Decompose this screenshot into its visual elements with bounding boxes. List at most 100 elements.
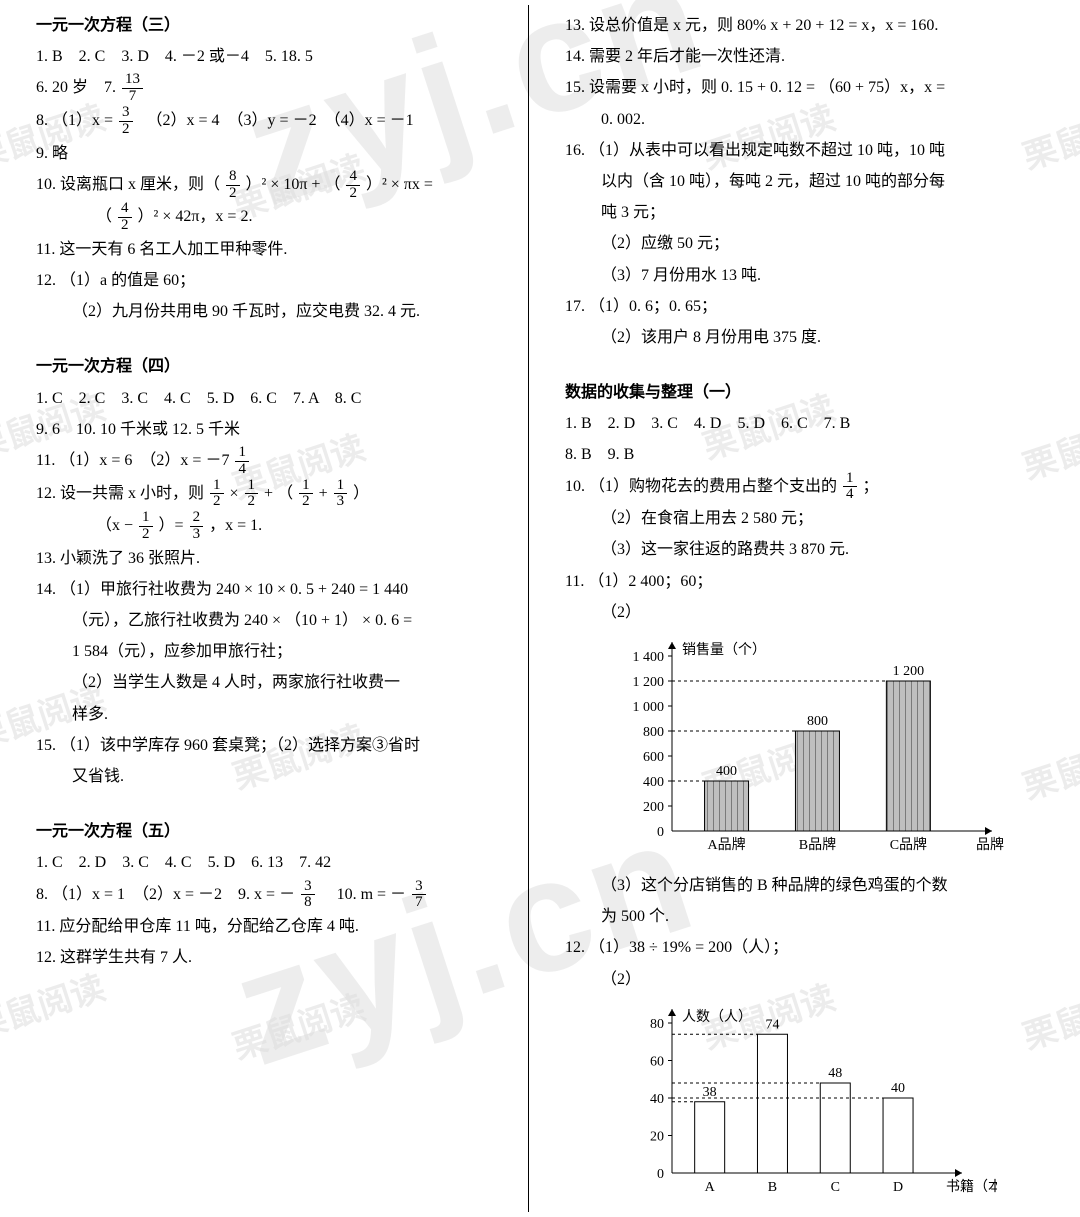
answer-line: 15. 设需要 x 小时，则 0. 15 + 0. 12 = （60 + 75）…	[565, 72, 1047, 103]
text: ，x = 1.	[209, 517, 262, 534]
fraction: 42	[118, 201, 132, 234]
svg-text:0: 0	[657, 1167, 664, 1182]
svg-text:0: 0	[657, 825, 664, 840]
fraction: 14	[235, 445, 249, 478]
svg-text:74: 74	[765, 1017, 779, 1032]
page: 一元一次方程（三） 1. B 2. C 3. D 4. －2 或－4 5. 18…	[0, 0, 1080, 1217]
answer-line: 0. 002.	[565, 104, 1047, 135]
answer-line: 13. 小颖洗了 36 张照片.	[36, 543, 518, 574]
chart-svg: 02004006008001 0001 2001 400销售量（个）品牌400A…	[617, 634, 1017, 859]
fraction: 13	[334, 478, 348, 511]
answer-line: （3）7 月份用水 13 吨.	[565, 260, 1047, 291]
answer-line: 13. 设总价值是 x 元，则 80% x + 20 + 12 = x，x = …	[565, 10, 1047, 41]
answer-line: （x − 12 ）= 23 ，x = 1.	[36, 510, 518, 543]
svg-text:400: 400	[716, 764, 737, 779]
answer-line: 12. 设一共需 x 小时，则 12 × 12 + （ 12 + 13 ）	[36, 478, 518, 511]
text: ）² × πx =	[366, 176, 433, 193]
answer-line: （2）该用户 8 月份用电 375 度.	[565, 322, 1047, 353]
answer-line: 16. （1）从表中可以看出规定吨数不超过 10 吨，10 吨	[565, 135, 1047, 166]
fraction: 37	[412, 879, 426, 912]
answer-line: 又省钱.	[36, 761, 518, 792]
text: ）² × 10π + （	[246, 176, 341, 193]
text: 12. 设一共需 x 小时，则	[36, 485, 208, 502]
fraction: 32	[119, 105, 133, 138]
answer-line: 11. 应分配给甲仓库 11 吨，分配给乙仓库 4 吨.	[36, 911, 518, 942]
svg-text:48: 48	[828, 1066, 842, 1081]
svg-text:600: 600	[643, 750, 664, 765]
svg-text:80: 80	[650, 1017, 664, 1032]
text: 6. 20 岁 7.	[36, 79, 120, 96]
svg-text:1 400: 1 400	[633, 650, 665, 665]
answer-line: 14. （1）甲旅行社收费为 240 × 10 × 0. 5 + 240 = 1…	[36, 574, 518, 605]
answer-line: 1. B 2. C 3. D 4. －2 或－4 5. 18. 5	[36, 41, 518, 72]
right-column: 13. 设总价值是 x 元，则 80% x + 20 + 12 = x，x = …	[529, 0, 1057, 1217]
fraction: 82	[226, 169, 240, 202]
answer-line: （2）	[565, 964, 1047, 995]
text: +	[319, 485, 332, 502]
text: + （	[264, 485, 293, 502]
text: 8. （1）x =	[36, 112, 117, 129]
answer-line: 样多.	[36, 699, 518, 730]
section-title: 一元一次方程（五）	[36, 816, 518, 847]
section-title: 一元一次方程（三）	[36, 10, 518, 41]
answer-line: 9. 6 10. 10 千米或 12. 5 千米	[36, 414, 518, 445]
fraction: 12	[245, 478, 259, 511]
fraction: 137	[122, 72, 143, 105]
svg-text:1 200: 1 200	[633, 675, 665, 690]
svg-text:C品牌: C品牌	[890, 836, 927, 853]
svg-text:1 200: 1 200	[893, 664, 925, 679]
people-bar-chart: 020406080人数（人）书籍（本）38A74B48C40D	[617, 1001, 1047, 1201]
answer-line: 15. （1）该中学库存 960 套桌凳；（2）选择方案③省时	[36, 730, 518, 761]
svg-text:400: 400	[643, 775, 664, 790]
text: （x −	[96, 517, 137, 534]
answer-line: 9. 略	[36, 138, 518, 169]
text: 8. （1）x = 1 （2）x = －2 9. x = －	[36, 886, 295, 903]
answer-line: 吨 3 元；	[565, 197, 1047, 228]
svg-text:20: 20	[650, 1129, 664, 1144]
chart-svg: 020406080人数（人）书籍（本）38A74B48C40D	[617, 1001, 997, 1196]
svg-text:200: 200	[643, 800, 664, 815]
answer-line: 12. 这群学生共有 7 人.	[36, 942, 518, 973]
svg-text:书籍（本）: 书籍（本）	[946, 1178, 997, 1195]
svg-text:销售量（个）: 销售量（个）	[682, 642, 766, 658]
answer-line: 1. B 2. D 3. C 4. D 5. D 6. C 7. B	[565, 408, 1047, 439]
answer-line: 1. C 2. C 3. C 4. C 5. D 6. C 7. A 8. C	[36, 383, 518, 414]
fraction: 12	[210, 478, 224, 511]
answer-line: 14. 需要 2 年后才能一次性还清.	[565, 41, 1047, 72]
svg-text:A品牌: A品牌	[707, 836, 745, 853]
svg-text:品牌: 品牌	[976, 836, 1004, 853]
text: ）	[353, 485, 369, 502]
left-column: 一元一次方程（三） 1. B 2. C 3. D 4. －2 或－4 5. 18…	[0, 0, 528, 1217]
fraction: 14	[843, 471, 857, 504]
answer-line: 17. （1）0. 6；0. 65；	[565, 291, 1047, 322]
answer-line: 11. （1）x = 6 （2）x = －7 14	[36, 445, 518, 478]
svg-text:40: 40	[891, 1081, 905, 1096]
text: 11. （1）x = 6 （2）x = －7	[36, 452, 233, 469]
answer-line: 10. （1）购物花去的费用占整个支出的 14 ；	[565, 471, 1047, 504]
answer-line: 8. （1）x = 1 （2）x = －2 9. x = － 38 10. m …	[36, 879, 518, 912]
section-title: 一元一次方程（四）	[36, 351, 518, 382]
answer-line: （2）	[565, 597, 1047, 628]
answer-line: 11. 这一天有 6 名工人加工甲种零件.	[36, 234, 518, 265]
answer-line: （ 42 ）² × 42π，x = 2.	[36, 201, 518, 234]
svg-text:60: 60	[650, 1054, 664, 1069]
text: 10. 设离瓶口 x 厘米，则（	[36, 176, 220, 193]
text: ×	[230, 485, 243, 502]
svg-text:1 000: 1 000	[633, 700, 665, 715]
answer-line: （3）这一家往返的路费共 3 870 元.	[565, 534, 1047, 565]
fraction: 38	[301, 879, 315, 912]
svg-text:B: B	[768, 1180, 777, 1195]
fraction: 42	[346, 169, 360, 202]
fraction: 12	[299, 478, 313, 511]
svg-text:C: C	[831, 1180, 840, 1195]
answer-line: 1. C 2. D 3. C 4. C 5. D 6. 13 7. 42	[36, 847, 518, 878]
answer-line: 12. （1）a 的值是 60；	[36, 265, 518, 296]
answer-line: （2）应缴 50 元；	[565, 228, 1047, 259]
answer-line: （3）这个分店销售的 B 种品牌的绿色鸡蛋的个数	[565, 870, 1047, 901]
section-title: 数据的收集与整理（一）	[565, 377, 1047, 408]
text: ）² × 42π，x = 2.	[138, 208, 253, 225]
text: （2）x = 4 （3）y = －2 （4）x = －1	[139, 112, 414, 129]
fraction: 12	[139, 510, 153, 543]
sales-bar-chart: 02004006008001 0001 2001 400销售量（个）品牌400A…	[617, 634, 1047, 864]
answer-line: 8. B 9. B	[565, 439, 1047, 470]
